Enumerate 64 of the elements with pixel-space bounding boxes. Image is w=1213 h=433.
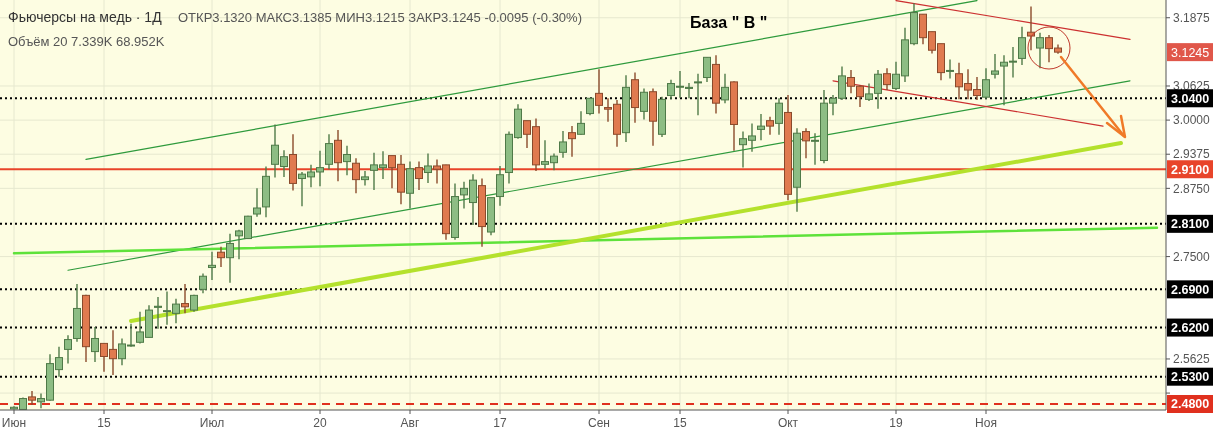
candlestick	[199, 272, 207, 294]
candlestick	[1036, 32, 1044, 69]
y-tick-label: 2.9375	[1173, 147, 1211, 162]
candlestick	[883, 67, 891, 91]
y-tick-label: 3.0000	[1173, 113, 1211, 128]
candlestick	[577, 110, 585, 136]
x-tick-label: 15	[673, 416, 687, 430]
candlestick	[28, 390, 36, 406]
x-tick-label: 15	[97, 416, 111, 430]
ref-line-label: 2.8100	[1171, 217, 1210, 232]
x-tick-label: Июн	[1, 416, 27, 430]
y-tick-label: 2.7500	[1173, 249, 1211, 264]
candlestick	[946, 58, 954, 80]
candlestick	[181, 283, 189, 315]
y-tick-label: 3.1875	[1173, 10, 1211, 25]
candlestick	[91, 326, 99, 363]
x-tick-label: Сен	[588, 416, 610, 430]
candlestick	[595, 68, 603, 115]
x-tick-label: 19	[889, 416, 903, 430]
x-tick-label: 17	[493, 416, 507, 430]
candlestick	[361, 170, 369, 187]
candlestick	[775, 97, 783, 136]
ref-line-label: 2.6200	[1171, 320, 1210, 335]
candlestick	[334, 129, 342, 182]
candlestick	[424, 152, 432, 184]
text: 3.1245	[1171, 45, 1210, 60]
candlestick	[568, 125, 576, 158]
y-tick-label: 2.8750	[1173, 181, 1211, 196]
candlestick	[991, 53, 999, 80]
annotation: База " В "	[690, 14, 768, 31]
candlestick	[226, 232, 234, 284]
candlestick	[325, 133, 333, 170]
ref-line-label: 2.9100	[1171, 162, 1210, 177]
candlestick	[154, 296, 162, 330]
candlestick	[757, 113, 765, 142]
candlestick	[766, 116, 774, 136]
candlestick	[496, 165, 504, 207]
x-tick-label: 20	[313, 416, 327, 430]
y-tick-label: 2.5625	[1173, 352, 1211, 367]
annotation: Объём 20 7.339K 68.952K	[8, 34, 165, 49]
candlestick	[802, 127, 810, 160]
candlestick	[640, 87, 648, 121]
x-tick-label: Авг	[400, 416, 420, 430]
candlestick	[415, 160, 423, 191]
x-tick-label: Июл	[199, 416, 225, 430]
x-tick-label: Окт	[777, 416, 799, 430]
candlestick	[343, 145, 351, 176]
candlestick	[559, 130, 567, 159]
candlestick	[694, 73, 702, 116]
candlestick	[352, 157, 360, 194]
ref-line-label: 2.5300	[1171, 370, 1210, 385]
candlestick	[64, 334, 72, 365]
candlestick	[721, 73, 729, 104]
text: Фьючерсы на медь · 1Д	[8, 9, 163, 25]
candlestick	[217, 246, 225, 268]
text: ОТКР3.1320 МАКС3.1385 МИН3.1215 ЗАКР3.1245 -0.0095 (-0.30%)	[178, 10, 582, 25]
ref-line-label: 2.4800	[1171, 397, 1210, 412]
candlestick	[1018, 26, 1026, 66]
ref-line-label: 3.0400	[1171, 91, 1210, 106]
x-tick-label: Ноя	[975, 416, 997, 430]
ref-line-label: 2.6900	[1171, 282, 1210, 297]
candlestick	[208, 250, 216, 281]
candlestick	[703, 56, 711, 83]
candlestick	[982, 67, 990, 101]
